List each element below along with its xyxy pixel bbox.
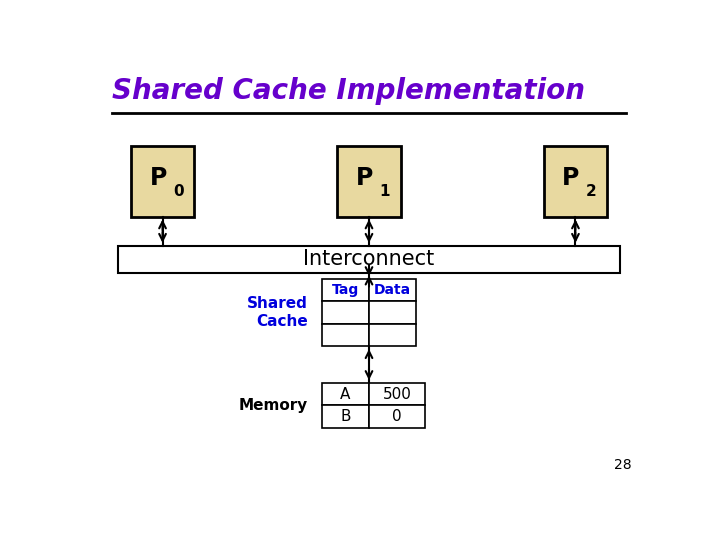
Bar xyxy=(369,324,416,346)
Bar xyxy=(118,246,620,273)
Bar xyxy=(369,406,425,428)
Text: 0: 0 xyxy=(392,409,402,424)
Bar xyxy=(544,146,607,217)
Text: Data: Data xyxy=(374,283,411,297)
Text: Shared Cache Implementation: Shared Cache Implementation xyxy=(112,77,585,105)
Text: 0: 0 xyxy=(173,184,184,199)
Text: B: B xyxy=(340,409,351,424)
Text: 500: 500 xyxy=(382,387,411,402)
Text: 1: 1 xyxy=(379,184,390,199)
Bar xyxy=(369,301,416,324)
Text: Interconnect: Interconnect xyxy=(303,249,435,269)
Bar xyxy=(369,383,425,406)
Bar xyxy=(337,146,401,217)
Text: P: P xyxy=(356,166,373,190)
Bar xyxy=(322,383,369,406)
Text: A: A xyxy=(340,387,351,402)
Text: Tag: Tag xyxy=(332,283,359,297)
Bar xyxy=(322,406,369,428)
Bar xyxy=(322,301,369,324)
Bar xyxy=(322,279,369,301)
Bar xyxy=(131,146,194,217)
Text: P: P xyxy=(149,166,167,190)
Text: Shared
Cache: Shared Cache xyxy=(247,296,307,329)
Bar xyxy=(322,324,369,346)
Text: 2: 2 xyxy=(585,184,596,199)
Text: 28: 28 xyxy=(613,458,631,472)
Text: P: P xyxy=(562,166,580,190)
Text: Memory: Memory xyxy=(238,398,307,413)
Bar xyxy=(369,279,416,301)
